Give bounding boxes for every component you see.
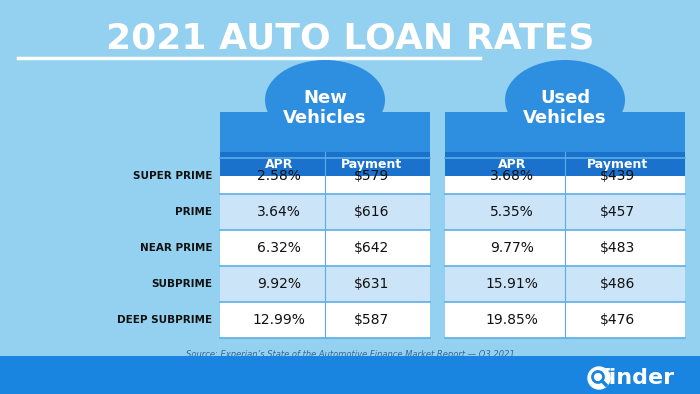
Text: $579: $579 (354, 169, 388, 183)
Bar (220, 152, 430, 176)
Text: 9.92%: 9.92% (257, 277, 301, 291)
Text: APR: APR (498, 158, 526, 171)
Bar (445, 194, 685, 230)
Bar (220, 112, 430, 152)
Text: $486: $486 (600, 277, 636, 291)
Text: 5.35%: 5.35% (490, 205, 534, 219)
Text: 6.32%: 6.32% (257, 241, 301, 255)
Text: 12.99%: 12.99% (253, 313, 305, 327)
Bar (220, 158, 430, 194)
Text: New
Vehicles: New Vehicles (284, 89, 367, 127)
Text: $642: $642 (354, 241, 388, 255)
Text: 2.58%: 2.58% (257, 169, 301, 183)
Bar (445, 158, 685, 194)
Text: 9.77%: 9.77% (490, 241, 534, 255)
Bar (0, 356, 700, 394)
Text: $439: $439 (600, 169, 636, 183)
Text: Payment: Payment (587, 158, 648, 171)
Bar (445, 302, 685, 338)
Text: $616: $616 (354, 205, 389, 219)
Text: 15.91%: 15.91% (486, 277, 538, 291)
Text: 3.68%: 3.68% (490, 169, 534, 183)
Bar (445, 112, 685, 152)
Text: SUPER PRIME: SUPER PRIME (132, 171, 212, 181)
Text: DEEP SUBPRIME: DEEP SUBPRIME (117, 315, 212, 325)
Text: NEAR PRIME: NEAR PRIME (139, 243, 212, 253)
Bar (445, 152, 685, 176)
Ellipse shape (505, 60, 625, 140)
Text: PRIME: PRIME (175, 207, 212, 217)
Text: $631: $631 (354, 277, 389, 291)
Bar (220, 194, 430, 230)
Bar (445, 230, 685, 266)
Text: Source: Experian’s State of the Automotive Finance Market Report — Q3 2021: Source: Experian’s State of the Automoti… (186, 350, 514, 359)
Text: $483: $483 (600, 241, 636, 255)
Text: 19.85%: 19.85% (486, 313, 538, 327)
Text: $587: $587 (354, 313, 388, 327)
Text: 2021 AUTO LOAN RATES: 2021 AUTO LOAN RATES (106, 21, 594, 55)
Text: APR: APR (265, 158, 293, 171)
Text: $457: $457 (600, 205, 636, 219)
Text: finder: finder (599, 368, 675, 388)
Text: SUBPRIME: SUBPRIME (151, 279, 212, 289)
Ellipse shape (265, 60, 385, 140)
Bar (220, 266, 430, 302)
Text: 3.64%: 3.64% (257, 205, 301, 219)
Text: Used
Vehicles: Used Vehicles (523, 89, 607, 127)
Bar (445, 266, 685, 302)
Circle shape (588, 367, 610, 389)
Text: Payment: Payment (341, 158, 402, 171)
Bar (220, 230, 430, 266)
Bar (220, 302, 430, 338)
Text: $476: $476 (600, 313, 636, 327)
